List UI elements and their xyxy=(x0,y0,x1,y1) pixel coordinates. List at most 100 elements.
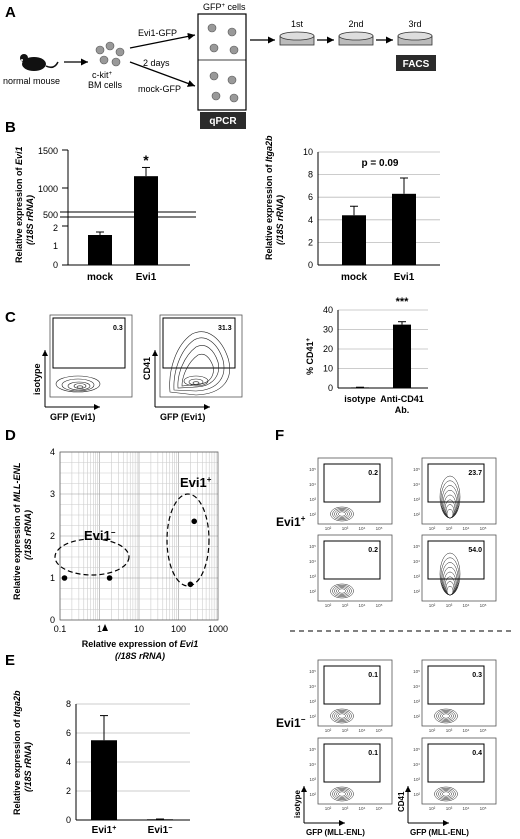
flow-axis-tick: 10⁴ xyxy=(309,482,316,487)
d-group-neg: Evi1− xyxy=(84,528,116,543)
flow-axis-tick: 10⁵ xyxy=(376,603,383,608)
flow-axis-tick: 10⁵ xyxy=(480,603,487,608)
flow-gate xyxy=(427,463,485,503)
contour-line xyxy=(434,786,458,802)
contour-line xyxy=(330,786,354,802)
contour-line xyxy=(436,709,456,723)
flow-axis-tick: 10² xyxy=(429,728,436,733)
flow-axis-tick: 10⁵ xyxy=(480,806,487,811)
e-ylabel: Relative expression of Itga2b xyxy=(12,690,22,815)
bar xyxy=(392,193,416,265)
flow-axis-tick: 10³ xyxy=(342,526,349,531)
flow-axis-tick: 10⁵ xyxy=(309,747,316,752)
b-left-significance: * xyxy=(143,152,149,168)
flow-axis-tick: 10² xyxy=(429,603,436,608)
flow-gate xyxy=(427,540,485,580)
flow-axis-tick: 10⁵ xyxy=(309,467,316,472)
bar xyxy=(393,324,411,388)
c-bar-xtick: isotype xyxy=(344,394,376,404)
contour-line xyxy=(336,587,348,595)
scatter-point xyxy=(61,575,68,581)
scatter-point xyxy=(106,575,113,581)
flow-gate xyxy=(323,540,381,580)
flow-axis-tick: 10³ xyxy=(446,603,453,608)
panel-b-right-chart: Relative expression of Itga2b (/18S rRNA… xyxy=(264,135,440,283)
b-left-xtick: Evi1 xyxy=(136,272,157,283)
contour-line xyxy=(436,787,456,801)
contour-line xyxy=(336,510,348,518)
b-left-ytick: 1000 xyxy=(38,184,58,194)
flow-axis-tick: 10⁴ xyxy=(309,762,316,767)
flow-axis-tick: 10⁴ xyxy=(463,526,470,531)
cells-label-2: BM cells xyxy=(88,80,123,90)
flow-plot-frame xyxy=(421,737,497,805)
flow-plot: 0.1 10² 10² 10³ 10³ 10⁴ 10⁴ 10⁵ 10⁵ xyxy=(309,659,393,733)
cells-label-1: c-kit+ xyxy=(92,70,113,80)
flow-axis-tick: 10³ xyxy=(413,699,420,704)
flow-plot: 0.1 10² 10² 10³ 10³ 10⁴ 10⁴ 10⁵ 10⁵ xyxy=(309,737,393,811)
d-ylabel: Relative expression of MLL-ENL xyxy=(12,462,22,600)
facs-label: FACS xyxy=(403,59,430,70)
flow-axis-tick: 10³ xyxy=(342,728,349,733)
flow-axis-tick: 10⁴ xyxy=(309,559,316,564)
flow-axis-tick: 10⁵ xyxy=(309,544,316,549)
triangle-marker-icon xyxy=(102,624,108,631)
panel-e-bar-chart: Relative expression of Itga2b (/18S rRNA… xyxy=(12,690,190,836)
contour-line xyxy=(438,789,454,799)
flow-plot: 54.0 10² 10² 10³ 10³ 10⁴ 10⁴ 10⁵ 10⁵ xyxy=(413,534,497,608)
flow-axis-tick: 10⁵ xyxy=(480,526,487,531)
flow-axis-tick: 10⁴ xyxy=(463,728,470,733)
panel-c-flow-cd41: 31.3 CD41 GFP (Evi1) xyxy=(142,314,243,422)
y-tick-label: 0 xyxy=(66,815,71,825)
y-tick-label: 20 xyxy=(323,344,333,354)
y-tick-label: 2 xyxy=(66,786,71,796)
flow-axis-tick: 10² xyxy=(429,806,436,811)
y-tick-label: 2 xyxy=(308,237,313,247)
x-tick-label: 0.1 xyxy=(54,624,67,634)
two-days-label: 2 days xyxy=(143,58,170,68)
flow-axis-tick: 10³ xyxy=(309,777,316,782)
panel-letter-d: D xyxy=(5,427,16,444)
y-tick-label: 30 xyxy=(323,325,333,335)
e-xtick: Evi1+ xyxy=(92,825,117,836)
flow-gate xyxy=(323,665,381,705)
b-right-xtick: mock xyxy=(341,272,368,283)
c-bar-significance: *** xyxy=(396,296,410,308)
flow-plot: 0.2 10² 10² 10³ 10³ 10⁴ 10⁴ 10⁵ 10⁵ xyxy=(309,534,393,608)
y-tick-label: 2 xyxy=(50,531,55,541)
contour-line xyxy=(330,708,354,724)
flow-plot: 0.3 10² 10² 10³ 10³ 10⁴ 10⁴ 10⁵ 10⁵ xyxy=(413,659,497,733)
c-bar-xtick: Ab. xyxy=(395,405,410,415)
contour-line xyxy=(334,711,350,721)
flow-axis-tick: 10² xyxy=(309,792,316,797)
b-left-ytick: 500 xyxy=(43,210,58,220)
mouse-icon xyxy=(20,54,59,71)
flow-axis-tick: 10⁵ xyxy=(413,747,420,752)
panel-b-left-chart: Relative expression of Evi1 (/18S rRNA) … xyxy=(14,146,196,283)
panel-letter-e: E xyxy=(5,652,15,669)
d-xlabel-2: (/18S rRNA) xyxy=(115,651,165,661)
c-plot1-gate: 0.3 xyxy=(113,325,123,332)
flow-gate-value: 0.1 xyxy=(368,750,378,757)
round-1-label: 1st xyxy=(291,19,304,29)
flow-axis-tick: 10³ xyxy=(309,699,316,704)
c-plot2-ylabel: CD41 xyxy=(142,357,152,380)
contour-line xyxy=(334,509,350,519)
flow-axis-tick: 10² xyxy=(413,792,420,797)
flow-axis-tick: 10³ xyxy=(342,806,349,811)
contour-line xyxy=(336,712,348,720)
scatter-point xyxy=(191,518,198,525)
b-left-ytick: 1 xyxy=(53,241,58,251)
flow-axis-tick: 10³ xyxy=(446,526,453,531)
c-plot1-xlabel: GFP (Evi1) xyxy=(50,412,95,422)
e-ylabel-2: (/18S rRNA) xyxy=(23,742,33,792)
flow-axis-tick: 10² xyxy=(309,714,316,719)
flow-axis-tick: 10⁴ xyxy=(359,728,366,733)
contour-line xyxy=(334,789,350,799)
contour-line xyxy=(330,583,354,599)
dish-3-icon xyxy=(397,31,433,46)
y-tick-label: 8 xyxy=(308,170,313,180)
flow-axis-tick: 10⁴ xyxy=(463,806,470,811)
contour-line xyxy=(338,588,346,594)
